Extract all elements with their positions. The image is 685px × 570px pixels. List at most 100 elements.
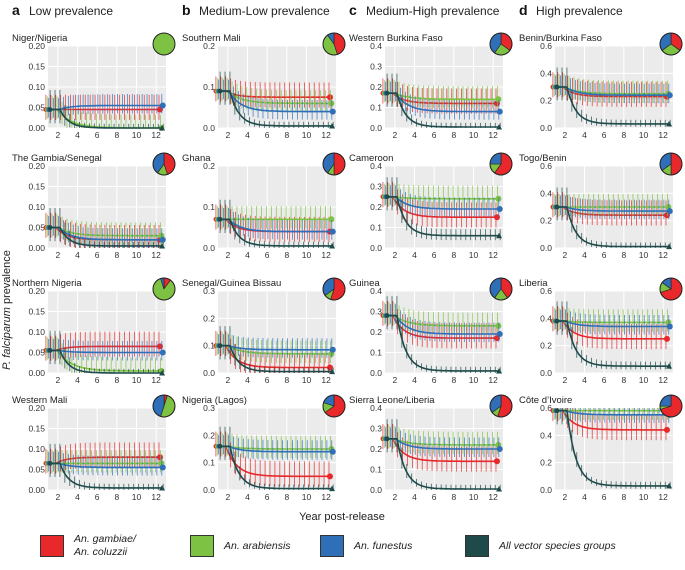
series-end-point-funestus [329,228,336,235]
figure-canvas: a Low prevalence b Medium-Low prevalence c Me… [1,2,683,523]
y-tick-label: 0.2 [370,82,382,92]
series-line-arabiensis [217,344,331,355]
y-tick-label: 0.2 [370,327,382,337]
y-tick-label: 0.2 [370,444,382,454]
series-line-arabiensis [217,90,331,105]
x-tick-label: 6 [265,130,270,140]
y-tick-label: 0.3 [203,286,215,296]
y-tick-label: 0.4 [540,313,552,323]
y-tick-label: 0.15 [28,307,45,317]
panel-5: Ghana 0.0 0.1 0.2 2 4 6 8 10 12 [182,152,346,260]
series-end-point-arabiensis [495,322,502,329]
pie-slice-arabiensis [153,33,175,55]
y-tick-label: 0.0 [370,485,382,495]
panel-10: Guinea 0.0 0.1 0.2 0.3 0.4 2 4 6 8 10 12 [349,277,513,385]
y-tick-label: 0.4 [370,161,382,171]
pie-outline [489,32,513,56]
x-tick-label: 2 [225,375,230,385]
pie-outline [489,277,513,301]
panel-2: Northern Nigeria 0.00 0.05 0.10 0.15 0.20 2 4 6 8… [12,277,176,385]
series-start-point-all [384,313,390,318]
y-tick-label: 0.1 [370,223,382,233]
y-tick-label: 0.0 [540,123,552,133]
x-tick-label: 4 [412,250,417,260]
y-tick-label: 0.05 [28,103,45,113]
panel-title: Côte d’Ivoire [519,395,572,406]
series-line-funestus [48,462,162,469]
y-tick-label: 0.6 [540,161,552,171]
y-tick-label: 0.05 [28,223,45,233]
x-axis-label: Year post-release [299,511,385,523]
series-line-funestus [555,320,669,328]
series-end-point-all [666,482,673,489]
series-line-all [387,196,501,237]
y-tick-label: 0.05 [28,348,45,358]
series-line-funestus [385,314,499,335]
x-tick-label: 8 [114,130,119,140]
y-tick-label: 0.10 [28,327,45,337]
x-tick-label: 6 [95,375,100,385]
y-tick-label: 0.2 [203,161,215,171]
series-end-point-funestus [159,102,166,109]
x-tick-label: 12 [151,130,161,140]
series-end-point-arabiensis [328,100,335,107]
series-line-funestus [555,206,669,212]
y-tick-label: 0.0 [203,243,215,253]
series-end-point-funestus [329,448,336,455]
pie-outline [322,152,346,176]
y-tick-label: 0.3 [370,424,382,434]
x-tick-label: 2 [562,250,567,260]
y-tick-label: 0.20 [28,403,45,413]
column-title-c: Medium-High prevalence [366,4,500,18]
series-line-funestus [385,196,499,210]
panel-title: Cameroon [349,153,393,164]
series-start-point-all [217,88,223,94]
series-start-point-all [47,460,53,466]
series-line-all [220,344,334,373]
x-tick-label: 12 [321,130,331,140]
legend: An. gambiae/ An. coluzzii An. arabiensis… [0,528,685,570]
x-tick-label: 6 [265,375,270,385]
column-letter-a: a [12,2,20,18]
series-line-funestus [218,90,332,113]
x-tick-label: 6 [95,130,100,140]
x-tick-label: 10 [639,250,649,260]
x-tick-label: 6 [265,250,270,260]
x-tick-label: 12 [488,250,498,260]
x-tick-label: 12 [658,375,668,385]
x-tick-label: 10 [639,130,649,140]
x-tick-label: 8 [114,492,119,502]
y-tick-label: 0.3 [370,62,382,72]
y-tick-label: 0.05 [28,465,45,475]
y-tick-label: 0.6 [540,286,552,296]
x-tick-label: 2 [225,492,230,502]
series-end-point-all [496,232,503,239]
pie-outline [152,277,176,301]
legend-swatch-all [465,535,489,557]
series-start-point-all [47,348,53,353]
series-start-point-all [384,194,390,200]
x-tick-label: 12 [488,130,498,140]
y-tick-label: 0.00 [28,485,45,495]
pie-outline [152,152,176,176]
x-tick-label: 12 [151,375,161,385]
y-tick-label: 0.0 [203,123,215,133]
y-tick-label: 0.10 [28,202,45,212]
series-line-all [220,445,334,490]
y-tick-label: 0.2 [540,216,552,226]
x-tick-label: 4 [412,130,417,140]
y-tick-label: 0.00 [28,123,45,133]
panel-1: The Gambia/Senegal 0.00 0.05 0.10 0.15 0.20 2 4… [12,152,176,260]
x-tick-label: 2 [392,492,397,502]
series-line-funestus [218,344,332,351]
pie-outline [152,394,176,418]
x-tick-label: 10 [302,130,312,140]
column-letter-b: b [182,2,191,18]
series-end-point-all [496,367,503,374]
series-line-funestus [218,218,332,233]
y-tick-label: 0.6 [540,403,552,413]
x-tick-label: 10 [132,130,142,140]
series-line-funestus [555,409,669,416]
pie-outline [659,394,683,418]
series-end-point-all [329,485,336,492]
